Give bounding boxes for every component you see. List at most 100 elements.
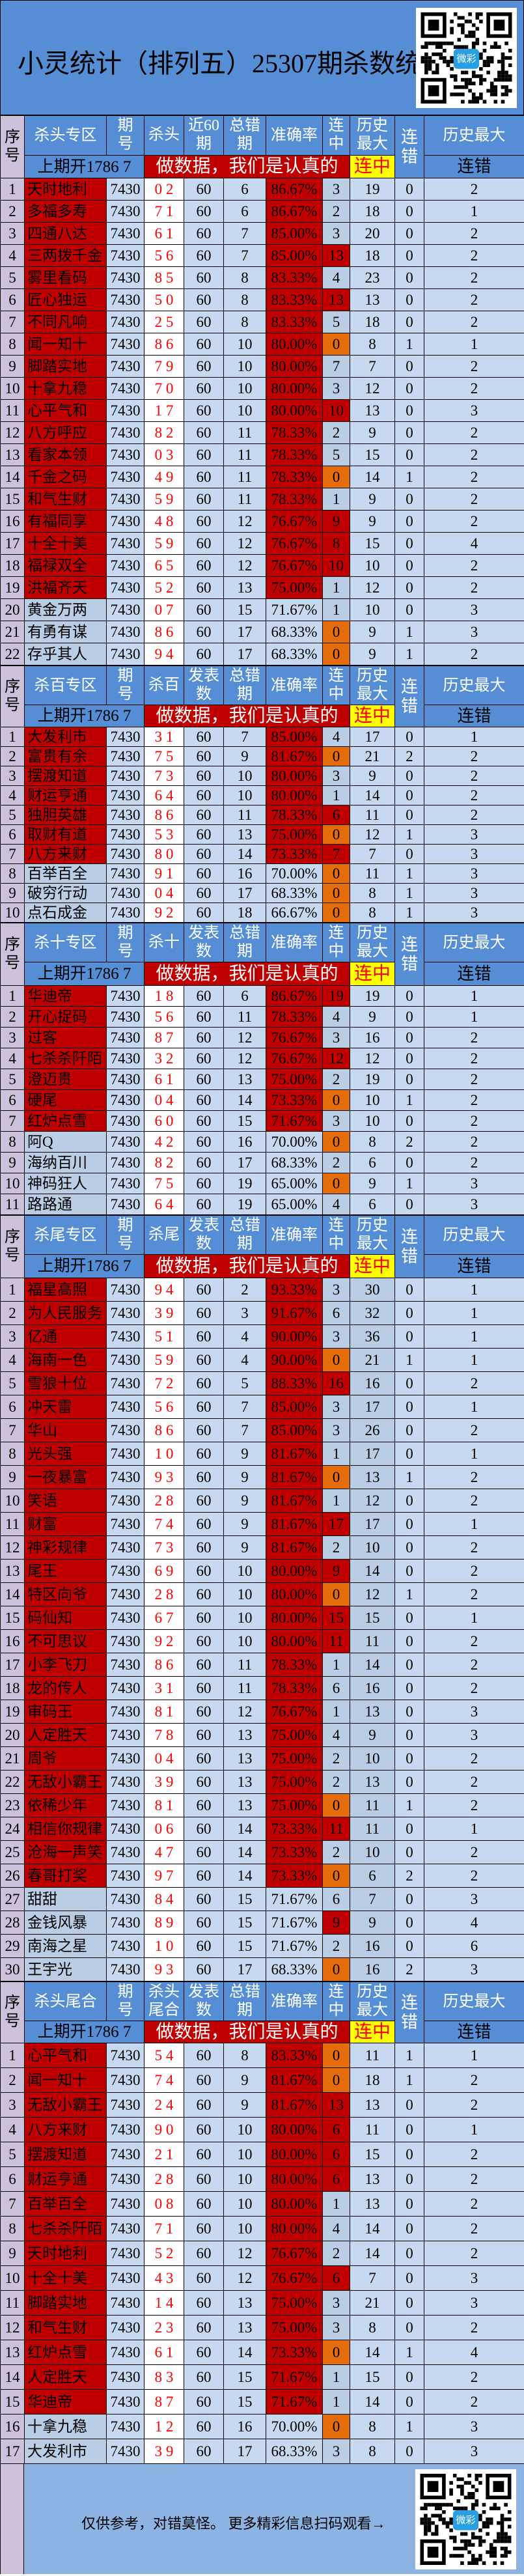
cell-lc: 0 (394, 1324, 424, 1349)
header-count: 发表数 (184, 923, 224, 962)
cell-seq: 6 (0, 2166, 25, 2192)
footer-text: 仅供参考，对错莫怪。 更多精彩信息扫码观看→ (81, 2515, 386, 2532)
cell-period: 7430 (106, 1864, 145, 1888)
slogan: 做数据，我们是认真的 (144, 155, 350, 178)
cell-count: 60 (184, 824, 224, 845)
cell-seq: 6 (0, 1395, 25, 1419)
cell-name: 独胆英雄 (24, 805, 107, 825)
cell-rate: 81.67% (266, 1512, 323, 1536)
table-row: 7 华山 7430 8 6 60 7 85.00% 3 26 0 2 (0, 1418, 524, 1442)
cell-seq: 12 (0, 2315, 25, 2340)
cell-count: 60 (184, 621, 224, 643)
cell-kill: 4 2 (144, 1131, 184, 1153)
table-row: 4 三两拨千金 7430 5 6 60 7 85.00% 13 18 0 2 (0, 244, 524, 267)
cell-lc: 0 (394, 1559, 424, 1583)
cell-hmaxlc: 2 (424, 746, 524, 766)
table-row: 25 沧海一声笑 7430 4 7 60 14 73.33% 2 10 0 2 (0, 1840, 524, 1864)
cell-err: 13 (223, 576, 266, 599)
cell-hmax: 21 (350, 746, 395, 766)
cell-count: 60 (184, 266, 224, 289)
qr-code-icon[interactable]: 微彩 (416, 8, 517, 108)
cell-name: 百举百全 (24, 863, 107, 884)
cell-hmaxlc: 1 (424, 1006, 524, 1028)
cell-count: 60 (184, 1606, 224, 1630)
cell-lzv: 0 (322, 1348, 350, 1372)
qr-code-icon[interactable]: 微彩 (415, 2469, 516, 2569)
table-row: 20 黄金万两 7430 0 7 60 15 71.67% 1 10 0 3 (0, 598, 524, 621)
cell-rate: 70.00% (266, 1131, 323, 1153)
cell-kill: 7 0 (144, 377, 184, 400)
cell-seq: 13 (0, 2340, 25, 2365)
cell-lzv: 4 (322, 266, 350, 289)
cell-seq: 3 (0, 1324, 25, 1349)
cell-count: 60 (184, 466, 224, 488)
cell-seq: 10 (0, 1173, 25, 1194)
cell-count: 60 (184, 443, 224, 466)
cell-seq: 5 (0, 1069, 25, 1090)
cell-hmaxlc: 1 (424, 1348, 524, 1372)
subheader-row: 上期开1786 7 做数据，我们是认真的 连中 连错 (1, 962, 524, 986)
table-row: 3 四通八达 7430 6 1 60 7 85.00% 3 20 0 2 (0, 222, 524, 245)
cell-hmax: 14 (350, 2216, 395, 2241)
cell-period: 7430 (106, 2117, 145, 2142)
cell-kill: 8 7 (144, 1027, 184, 1048)
lc-tag: 连错 (424, 2021, 524, 2043)
cell-lzv: 1 (322, 2364, 350, 2390)
subheader-row: 上期开1786 7 做数据，我们是认真的 连中 连错 (1, 705, 524, 727)
cell-hmaxlc: 2 (424, 643, 524, 665)
cell-hmaxlc: 2 (424, 1371, 524, 1395)
cell-hmaxlc: 2 (424, 1152, 524, 1173)
cell-period: 7430 (106, 1442, 145, 1466)
cell-count: 60 (184, 883, 224, 903)
cell-lzv: 0 (322, 1089, 350, 1111)
cell-period: 7430 (106, 1934, 145, 1958)
cell-hmaxlc: 2 (424, 266, 524, 289)
header-seq: 序号 (0, 665, 25, 727)
cell-name: 亿通 (24, 1324, 107, 1349)
cell-period: 7430 (106, 1489, 145, 1513)
cell-lc: 0 (394, 1700, 424, 1724)
header-period: 期号 (106, 1981, 145, 2021)
cell-name: 心平气和 (24, 2043, 107, 2068)
cell-name: 点石成金 (24, 903, 107, 923)
cell-hmaxlc: 2 (424, 2389, 524, 2415)
cell-period: 7430 (106, 1723, 145, 1747)
cell-lzv: 2 (322, 1152, 350, 1173)
table-row: 2 开心捉码 7430 5 6 60 11 78.33% 4 9 0 1 (0, 1006, 524, 1028)
cell-hmax: 8 (350, 883, 395, 903)
cell-lzv: 6 (322, 1887, 350, 1911)
cell-count: 60 (184, 1173, 224, 1194)
cell-rate: 80.00% (266, 1606, 323, 1630)
cell-lzv: 4 (322, 1723, 350, 1747)
cell-name: 特区向爷 (24, 1582, 107, 1606)
cell-lc: 0 (394, 844, 424, 864)
cell-err: 14 (223, 1840, 266, 1864)
cell-name: 澄迈贵 (24, 1069, 107, 1090)
cell-kill: 1 7 (144, 399, 184, 422)
section-table-2: 序号 杀百专区 期号 杀百 发表数 总错期 准确率 连中 历史最大 连错 历史最… (0, 665, 524, 923)
cell-period: 7430 (106, 1676, 145, 1700)
cell-lzv: 0 (322, 1864, 350, 1888)
header-zone: 杀百专区 (24, 665, 107, 705)
cell-name: 脚踏实地 (24, 2290, 107, 2316)
header-count: 发表数 (184, 1981, 224, 2021)
cell-period: 7430 (106, 1048, 145, 1069)
cell-lzv: 5 (322, 311, 350, 333)
cell-seq: 16 (0, 1629, 25, 1653)
cell-seq: 9 (0, 2241, 25, 2266)
cell-lc: 0 (394, 488, 424, 511)
slogan: 做数据，我们是认真的 (144, 2021, 350, 2043)
cell-count: 60 (184, 2389, 224, 2415)
cell-lc: 1 (394, 643, 424, 665)
cell-lzv: 8 (322, 532, 350, 555)
cell-lzv: 0 (322, 2043, 350, 2068)
cell-kill: 2 8 (144, 2166, 184, 2192)
header-rate: 准确率 (266, 923, 323, 962)
cell-lzv: 0 (322, 2414, 350, 2439)
cell-rate: 80.00% (266, 2166, 323, 2192)
cell-hmaxlc: 3 (424, 1723, 524, 1747)
cell-name: 硬尾 (24, 1089, 107, 1111)
header-rate: 准确率 (266, 665, 323, 705)
cell-count: 60 (184, 2117, 224, 2142)
cell-lc: 1 (394, 2043, 424, 2068)
